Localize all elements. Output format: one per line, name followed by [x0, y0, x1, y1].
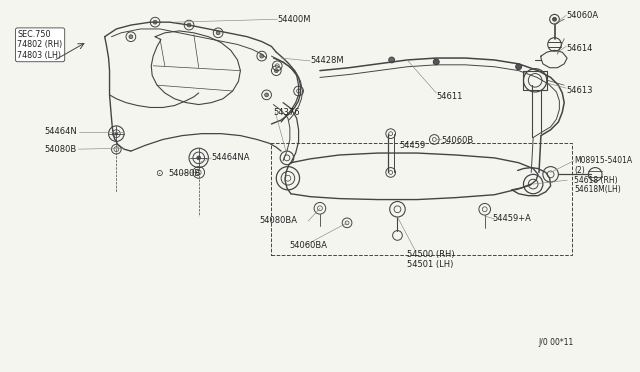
- Text: 54060A: 54060A: [566, 11, 598, 20]
- Text: 54060BA: 54060BA: [289, 241, 327, 250]
- Circle shape: [516, 64, 522, 70]
- Text: 54060B: 54060B: [441, 136, 474, 145]
- Text: 54464N: 54464N: [45, 127, 77, 136]
- Circle shape: [196, 156, 201, 160]
- Circle shape: [388, 57, 394, 63]
- Text: 54459+A: 54459+A: [492, 215, 531, 224]
- Text: ⊙: ⊙: [156, 169, 163, 178]
- Text: 54376: 54376: [273, 108, 300, 117]
- Circle shape: [275, 69, 278, 73]
- Circle shape: [265, 93, 269, 97]
- Text: 54500 (RH)
54501 (LH): 54500 (RH) 54501 (LH): [407, 250, 455, 269]
- Text: 54459: 54459: [399, 141, 426, 150]
- Circle shape: [260, 54, 264, 58]
- Circle shape: [153, 20, 157, 24]
- Text: 54613: 54613: [566, 86, 593, 94]
- Text: (2): (2): [574, 166, 585, 175]
- Circle shape: [129, 35, 133, 39]
- Text: J/0 00*11: J/0 00*11: [538, 337, 573, 347]
- Text: SEC.750
74802 (RH)
74803 (LH): SEC.750 74802 (RH) 74803 (LH): [17, 30, 63, 60]
- Circle shape: [115, 132, 118, 135]
- Text: 54618M(LH): 54618M(LH): [574, 185, 621, 195]
- Circle shape: [216, 31, 220, 35]
- Text: M08915-5401A: M08915-5401A: [574, 156, 632, 165]
- Text: 54618 (RH): 54618 (RH): [574, 176, 618, 185]
- Text: 54428M: 54428M: [310, 57, 344, 65]
- Circle shape: [433, 59, 439, 65]
- Text: 54614: 54614: [566, 44, 593, 53]
- Circle shape: [552, 17, 556, 21]
- Text: 54611: 54611: [436, 92, 463, 101]
- Text: 54464NA: 54464NA: [211, 153, 250, 163]
- Text: 54080B: 54080B: [169, 169, 201, 178]
- Text: 54400M: 54400M: [277, 15, 311, 24]
- Text: 54080BA: 54080BA: [260, 217, 298, 225]
- Text: 54080B: 54080B: [45, 145, 77, 154]
- Circle shape: [187, 23, 191, 27]
